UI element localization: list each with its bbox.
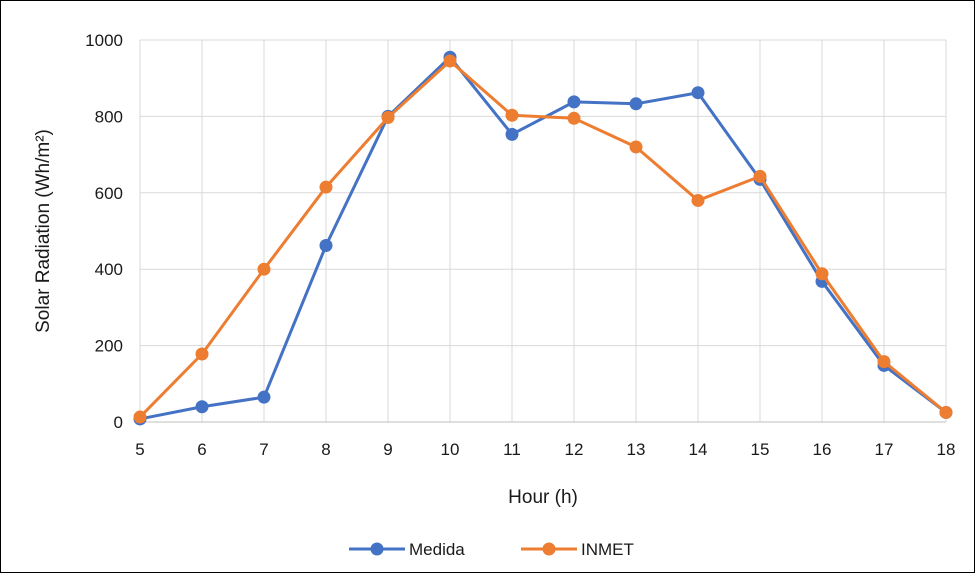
- x-tick-label: 12: [565, 440, 584, 459]
- data-point: [319, 180, 333, 194]
- series-medida: [133, 50, 953, 426]
- y-axis-title: Solar Radiation (Wh/m²): [33, 129, 54, 333]
- x-tick-label: 11: [503, 440, 521, 459]
- data-point: [815, 267, 829, 281]
- data-point: [939, 405, 953, 419]
- legend-item-inmet: INMET: [521, 540, 634, 559]
- x-tick-label: 18: [937, 440, 956, 459]
- y-tick-label: 1000: [85, 31, 123, 50]
- y-tick-label: 0: [114, 413, 123, 432]
- x-tick-label: 15: [751, 440, 770, 459]
- x-tick-label: 5: [135, 440, 144, 459]
- x-tick-label: 6: [197, 440, 206, 459]
- data-point: [257, 262, 271, 276]
- x-tick-label: 8: [321, 440, 330, 459]
- x-tick-label: 14: [689, 440, 708, 459]
- data-point: [443, 54, 457, 68]
- data-point: [877, 355, 891, 369]
- legend-label: INMET: [581, 540, 634, 559]
- data-point: [753, 169, 767, 183]
- data-point: [567, 95, 581, 109]
- x-axis-title: Hour (h): [508, 487, 578, 508]
- y-tick-label: 600: [95, 184, 123, 203]
- x-tick-label: 16: [813, 440, 832, 459]
- data-point: [195, 347, 209, 361]
- series: [133, 50, 953, 426]
- data-point: [629, 140, 643, 154]
- legend-marker: [542, 542, 556, 556]
- y-tick-label: 200: [95, 337, 123, 356]
- axes: 5 6 7 8 9 10 11 12 13 14 15 16 17 18 0 200 400 600 800 1000: [85, 31, 955, 459]
- x-tick-label: 17: [875, 440, 894, 459]
- data-point: [319, 239, 333, 253]
- data-point: [567, 111, 581, 125]
- legend-label: Medida: [409, 540, 465, 559]
- legend-marker: [370, 542, 384, 556]
- data-point: [691, 86, 705, 100]
- legend: Medida INMET: [349, 540, 634, 559]
- series-line: [139, 55, 947, 421]
- x-tick-label: 7: [259, 440, 268, 459]
- data-point: [195, 400, 209, 414]
- gridlines: [139, 39, 947, 423]
- data-point: [381, 111, 395, 125]
- data-point: [691, 193, 705, 207]
- legend-item-medida: Medida: [349, 540, 465, 559]
- data-point: [505, 108, 519, 122]
- data-point: [629, 97, 643, 111]
- y-tick-label: 400: [95, 260, 123, 279]
- y-tick-label: 800: [95, 107, 123, 126]
- x-tick-label: 10: [441, 440, 460, 459]
- series-line: [138, 59, 947, 419]
- data-point: [257, 390, 271, 404]
- data-point: [133, 410, 147, 424]
- series-inmet: [133, 54, 953, 424]
- data-point: [505, 127, 519, 141]
- x-tick-label: 13: [627, 440, 646, 459]
- x-tick-label: 9: [383, 440, 392, 459]
